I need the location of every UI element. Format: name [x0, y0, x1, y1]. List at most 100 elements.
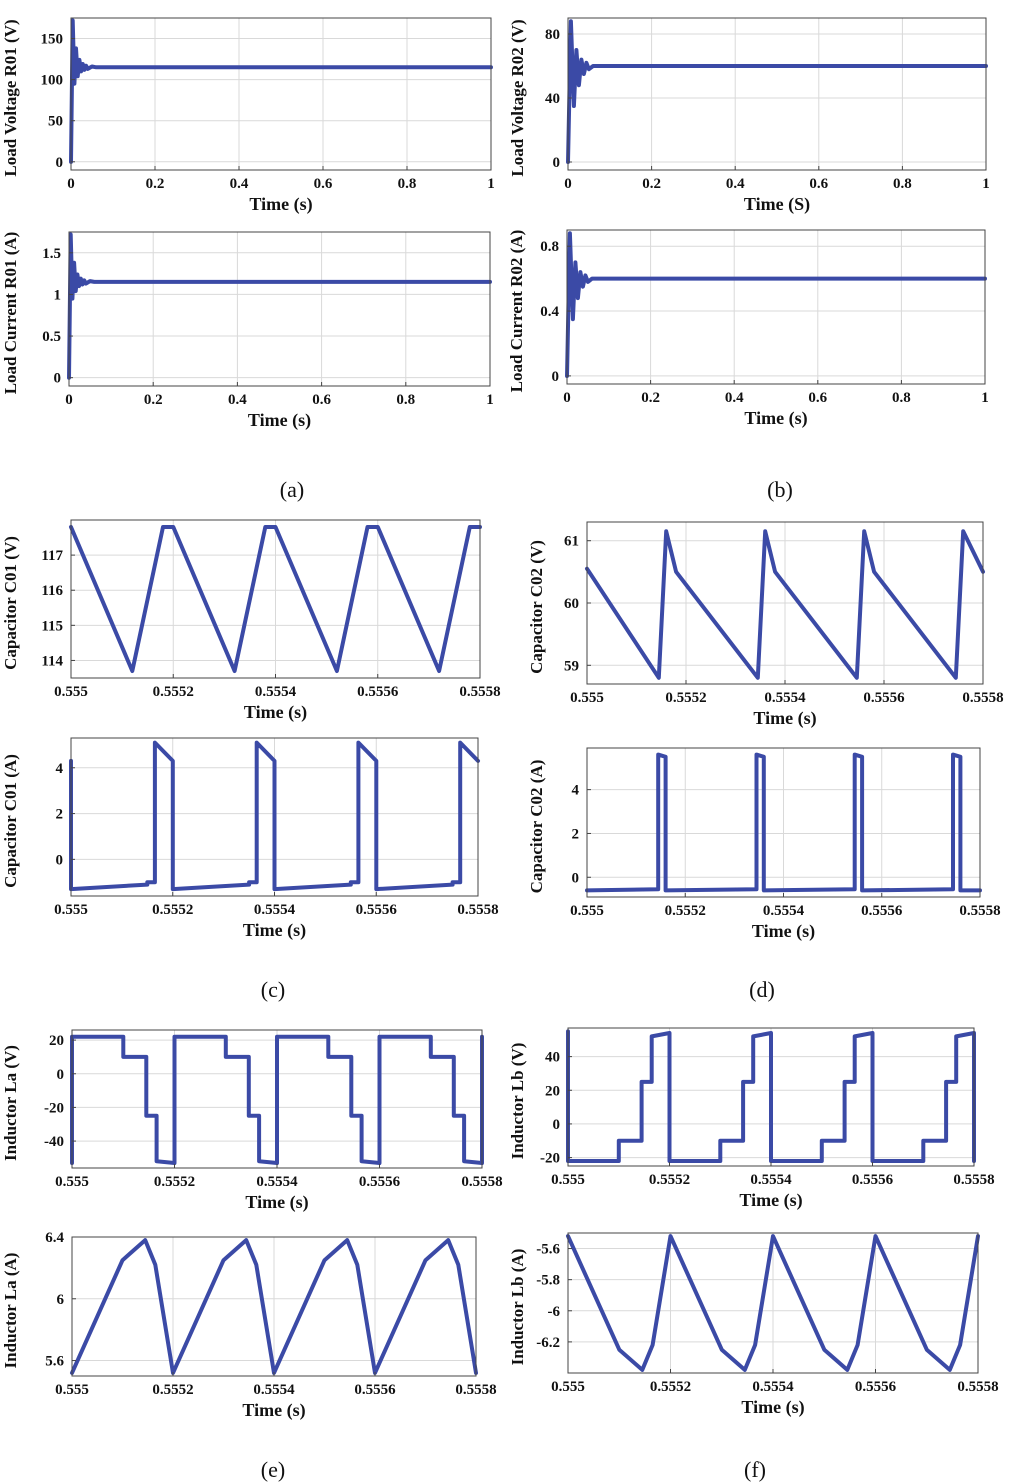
x-axis-label: Time (s): [753, 708, 816, 729]
y-tick-label-2: 20: [545, 1083, 560, 1099]
x-tick-label-1: 0.2: [144, 392, 163, 408]
x-tick-label-0: 0: [65, 392, 73, 408]
x-axis-label: Time (s): [248, 410, 311, 431]
y-tick-label-1: 6: [57, 1292, 65, 1308]
chart-e-bottom: 0.555 0.5552 0.5554 0.5556 0.5558 5.6 6 6.4 Time…: [1, 1230, 497, 1421]
axes-frame: [68, 231, 491, 387]
x-tick-label-3: 0.6: [809, 176, 828, 192]
chart-d-top: 0.555 0.5552 0.5554 0.5556 0.5558 59 60 61 Time …: [527, 521, 1004, 729]
x-tick-label-4: 0.5558: [459, 684, 500, 700]
series-line-0: [566, 1234, 980, 1372]
y-tick-label-0: -6.2: [536, 1335, 560, 1351]
y-tick-label-2: 0.8: [540, 239, 559, 255]
x-tick-label-3: 0.6: [314, 176, 333, 192]
y-tick-label-3: 117: [41, 548, 63, 564]
caption-d: (d): [749, 977, 775, 1002]
y-axis-label: Capacitor C02 (A): [527, 760, 546, 894]
y-tick-label-2: 61: [564, 534, 579, 550]
x-tick-label-2: 0.5554: [256, 1174, 298, 1190]
y-axis-label: Inductor Lb (V): [508, 1043, 527, 1160]
x-tick-label-1: 0.2: [641, 390, 660, 406]
chart-a-bottom: 0 0.2 0.4 0.6 0.8 1 0 0.5 1 1.5 Time (s) Load Curre…: [1, 231, 494, 431]
x-tick-label-0: 0.555: [551, 1172, 585, 1188]
x-tick-label-0: 0.555: [55, 1174, 89, 1190]
x-tick-label-2: 0.4: [228, 392, 247, 408]
chart-d-bottom: 0.555 0.5552 0.5554 0.5556 0.5558 0 2 4 Time (s)…: [527, 747, 1001, 942]
chart-e-top: 0.555 0.5552 0.5554 0.5556 0.5558 -40 -20 0 20 Ti…: [1, 1029, 503, 1213]
y-tick-label-2: 0: [57, 1067, 65, 1083]
series-line-0: [69, 18, 493, 164]
y-axis-label: Capacitor C01 (A): [1, 754, 20, 888]
y-tick-label-2: 116: [41, 583, 63, 599]
y-tick-label-2: 4: [56, 761, 64, 777]
chart-f-bottom: 0.555 0.5552 0.5554 0.5556 0.5558 -6.2 -6 -5.8 -…: [508, 1232, 999, 1418]
x-tick-label-1: 0.5552: [665, 690, 706, 706]
y-tick-label-2: 4: [572, 783, 580, 799]
caption-a: (a): [280, 477, 304, 502]
x-tick-label-0: 0: [563, 390, 571, 406]
x-tick-label-2: 0.5554: [764, 690, 806, 706]
y-tick-label-0: 0: [54, 371, 62, 387]
x-tick-label-5: 1: [486, 392, 494, 408]
y-axis-label: Capacitor C02 (V): [527, 540, 546, 674]
x-tick-label-1: 0.2: [146, 176, 165, 192]
y-tick-label-0: 114: [41, 653, 63, 669]
series-line-0: [566, 19, 988, 164]
y-axis-label: Load Voltage R01 (V): [1, 19, 20, 176]
x-tick-label-2: 0.5554: [752, 1379, 794, 1395]
x-tick-label-3: 0.5556: [357, 684, 399, 700]
x-axis-label: Time (s): [249, 194, 312, 215]
x-tick-label-5: 1: [487, 176, 495, 192]
x-tick-label-4: 0.5558: [962, 690, 1003, 706]
caption-e: (e): [261, 1457, 285, 1482]
x-tick-label-3: 0.5556: [861, 903, 903, 919]
x-tick-label-4: 0.8: [398, 176, 417, 192]
y-tick-label-1: 0: [553, 1117, 561, 1133]
x-tick-label-4: 0.5558: [953, 1172, 994, 1188]
y-axis-label: Load Voltage R02 (V): [508, 19, 527, 176]
x-tick-label-0: 0.555: [570, 903, 604, 919]
x-tick-label-2: 0.4: [726, 176, 745, 192]
y-axis-label: Inductor La (A): [1, 1253, 20, 1369]
plot-area: [69, 232, 490, 386]
series-line-0: [566, 1029, 976, 1163]
series-line-0: [585, 529, 985, 680]
x-tick-label-4: 0.8: [893, 176, 912, 192]
x-tick-label-1: 0.2: [642, 176, 661, 192]
x-tick-label-0: 0.555: [551, 1379, 585, 1395]
x-axis-label: Time (s): [245, 1192, 308, 1213]
y-tick-label-0: 0: [552, 369, 560, 385]
x-axis-label: Time (s): [244, 702, 307, 723]
x-axis-label: Time (s): [752, 921, 815, 942]
x-axis-label: Time (s): [243, 920, 306, 941]
plot-area: [71, 18, 491, 170]
y-tick-label-0: 0: [56, 852, 64, 868]
y-tick-label-1: 115: [41, 618, 63, 634]
x-tick-label-1: 0.5552: [665, 903, 706, 919]
y-tick-label-1: 0.5: [42, 329, 61, 345]
caption-c: (c): [261, 977, 285, 1002]
x-tick-label-4: 0.5558: [959, 903, 1000, 919]
y-tick-label-0: 59: [564, 658, 579, 674]
series-line-0: [67, 232, 492, 380]
series-line-0: [69, 525, 482, 673]
x-tick-label-1: 0.5552: [650, 1379, 691, 1395]
x-tick-label-1: 0.5552: [154, 1174, 195, 1190]
x-tick-label-3: 0.5556: [852, 1172, 894, 1188]
x-axis-label: Time (s): [744, 408, 807, 429]
x-tick-label-1: 0.5552: [152, 1382, 193, 1398]
x-tick-label-2: 0.5554: [254, 902, 296, 918]
x-axis-label: Time (s): [242, 1400, 305, 1421]
x-axis-label: Time (s): [741, 1397, 804, 1418]
y-tick-label-1: -6: [548, 1304, 561, 1320]
x-tick-label-2: 0.5554: [763, 903, 805, 919]
y-tick-label-0: 0: [572, 870, 580, 886]
x-tick-label-0: 0: [67, 176, 75, 192]
y-tick-label-2: 1: [54, 287, 62, 303]
chart-f-top: 0.555 0.5552 0.5554 0.5556 0.5558 -20 0 20 40 Tim…: [508, 1027, 995, 1211]
plot-area: [567, 230, 985, 384]
x-tick-label-2: 0.4: [725, 390, 744, 406]
axes-frame: [567, 17, 987, 171]
chart-a-top: 0 0.2 0.4 0.6 0.8 1 0 50 100 150 Time (s) Load Volt…: [1, 17, 495, 215]
x-tick-label-5: 1: [982, 176, 990, 192]
